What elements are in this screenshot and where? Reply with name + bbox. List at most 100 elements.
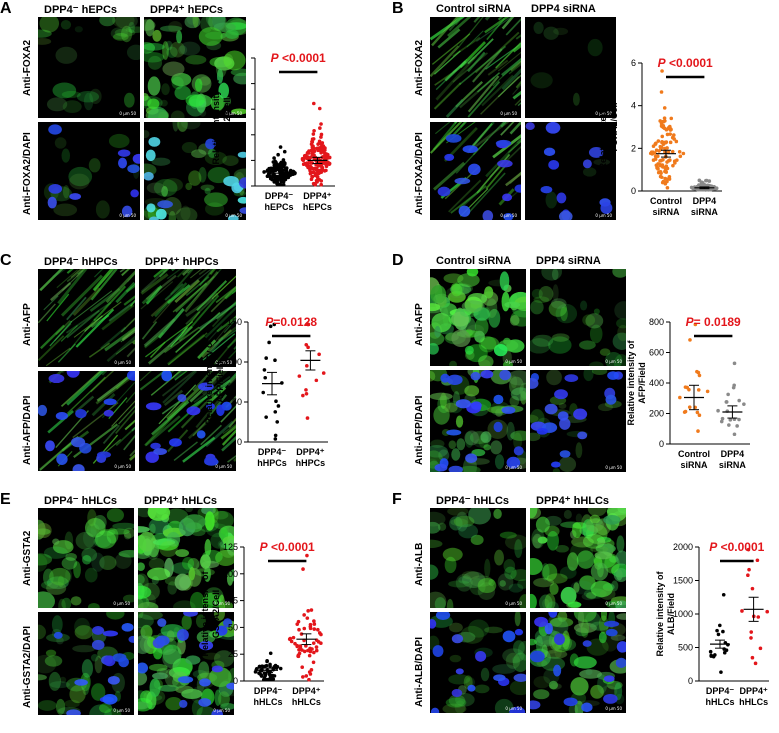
p-value-label: P=0.0128 <box>265 315 317 329</box>
row-label: Anti-AFP <box>414 303 425 346</box>
data-point <box>311 175 315 179</box>
scale-bar-label: 0 µm 50 <box>505 465 522 470</box>
data-point <box>281 180 285 184</box>
y-axis-label: Relative intensity ofAFP/Field <box>204 338 225 424</box>
data-point <box>312 129 316 133</box>
data-point <box>295 622 299 626</box>
data-point <box>668 175 672 179</box>
data-point <box>301 394 305 398</box>
column-title: DPP4⁻ hHLCs <box>436 494 509 507</box>
data-point <box>298 374 302 378</box>
data-point <box>717 633 721 637</box>
data-point <box>669 117 673 121</box>
x-category-label: DPP4⁻hEPCs <box>264 191 293 212</box>
data-point <box>286 175 290 179</box>
y-tick-label: 0 <box>659 439 664 449</box>
data-point <box>268 664 272 668</box>
data-point <box>274 434 278 438</box>
data-point <box>659 175 663 179</box>
micrograph-D-1-0: 0 µm 50 <box>430 370 526 472</box>
data-point <box>754 662 758 666</box>
x-category-label: DPP4⁻hHLCs <box>254 686 283 707</box>
data-point <box>313 622 317 626</box>
data-point <box>751 656 755 660</box>
row-label: Anti-AFP/DAPI <box>22 396 33 465</box>
data-point <box>315 147 319 151</box>
data-point <box>317 352 321 356</box>
data-point <box>318 107 322 111</box>
y-tick-label: 4 <box>631 101 636 111</box>
data-point <box>309 672 313 676</box>
data-point <box>268 673 272 677</box>
data-point <box>742 402 746 406</box>
data-point <box>698 413 702 417</box>
data-point <box>312 154 316 158</box>
data-point <box>654 157 658 161</box>
data-point <box>326 153 330 157</box>
data-point <box>303 650 307 654</box>
x-category-label: DPP4⁺hHLCs <box>292 686 321 707</box>
column-title: DPP4⁺ hHLCs <box>536 494 609 507</box>
data-point <box>276 153 280 157</box>
data-point <box>320 165 324 169</box>
data-point <box>653 151 657 155</box>
row-label: Anti-AFP <box>22 303 33 346</box>
data-point <box>727 423 731 427</box>
panel-letter: F <box>392 491 402 509</box>
y-tick-label: 1500 <box>673 576 693 586</box>
x-category-label: DPP4⁻hHPCs <box>257 447 287 468</box>
data-point <box>299 645 303 649</box>
data-point <box>659 164 663 168</box>
data-point <box>319 641 323 645</box>
micrograph-E-1-0: 0 µm 50 <box>38 612 134 715</box>
p-value-label: P <0.0001 <box>260 540 315 554</box>
data-point <box>305 364 309 368</box>
data-point <box>665 140 669 144</box>
data-point <box>312 102 316 106</box>
data-point <box>695 370 699 374</box>
data-point <box>747 568 751 572</box>
scale-bar-label: 0 µm 50 <box>113 708 130 713</box>
row-label: Anti-GSTA2/DAPI <box>22 625 33 707</box>
micrograph-B-1-0: 0 µm 50 <box>430 122 521 220</box>
data-point <box>263 368 267 372</box>
data-point <box>304 388 308 392</box>
data-point <box>263 376 267 380</box>
micrograph-D-1-1: 0 µm 50 <box>530 370 626 472</box>
data-point <box>297 628 301 632</box>
data-point <box>302 159 306 163</box>
data-point <box>305 392 309 396</box>
data-point <box>277 183 281 187</box>
data-point <box>688 338 692 342</box>
data-point <box>300 665 304 669</box>
data-point <box>671 136 675 140</box>
column-title: Control siRNA <box>436 3 511 15</box>
data-point <box>679 154 683 158</box>
data-point <box>322 371 326 375</box>
data-point <box>737 399 741 403</box>
data-point <box>722 593 726 597</box>
micrograph-A-0-0: 0 µm 50 <box>38 17 140 118</box>
panel-letter: C <box>0 252 12 270</box>
data-point <box>266 174 270 178</box>
data-point <box>306 416 310 420</box>
data-point <box>276 665 280 669</box>
data-point <box>658 159 662 163</box>
data-point <box>304 343 308 347</box>
data-point <box>272 665 276 669</box>
y-axis-label: Relative intensity ofFOXA2/Cell <box>211 78 232 164</box>
row-label: Anti-FOXA2/DAPI <box>22 132 33 215</box>
data-point <box>264 356 268 360</box>
data-point <box>737 418 741 422</box>
data-point <box>308 647 312 651</box>
column-title: DPP4⁺ hHPCs <box>145 255 219 268</box>
data-point <box>746 573 750 577</box>
row-label: Anti-GSTA2 <box>22 531 33 586</box>
data-point <box>265 659 269 663</box>
data-point <box>665 166 669 170</box>
data-point <box>659 171 663 175</box>
data-point <box>683 410 687 414</box>
row-label: Anti-ALB <box>414 543 425 586</box>
data-point <box>319 122 323 126</box>
